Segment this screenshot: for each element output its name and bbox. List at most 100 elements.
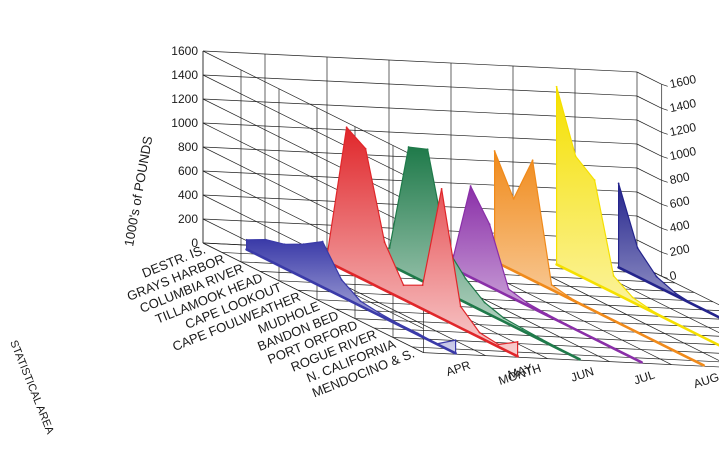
ribbon-baseline-aug bbox=[493, 260, 705, 367]
data-point-sep-4 bbox=[631, 296, 634, 299]
data-point-may-11 bbox=[516, 341, 519, 343]
data-point-apr-5 bbox=[340, 278, 343, 281]
data-point-oct-3 bbox=[674, 292, 677, 295]
data-point-may-3 bbox=[364, 147, 367, 150]
data-point-aug-0 bbox=[493, 150, 496, 152]
y-tick-mark-right bbox=[661, 251, 668, 255]
data-point-apr-2 bbox=[283, 243, 286, 246]
data-point-aug-3 bbox=[550, 284, 553, 286]
y-tick-mark-right bbox=[661, 155, 668, 159]
data-point-may-2 bbox=[345, 126, 348, 129]
data-point-sep-5 bbox=[650, 309, 653, 312]
data-point-jul-5 bbox=[526, 302, 529, 305]
data-point-jul-8 bbox=[583, 333, 586, 335]
data-point-apr-7 bbox=[378, 312, 381, 315]
data-point-sep-2 bbox=[593, 179, 596, 181]
y-tick-right: 0 bbox=[668, 268, 678, 283]
z-axis-title: STATISTICAL AREA bbox=[7, 339, 56, 437]
ribbon-baseline-may bbox=[307, 251, 519, 358]
month-label-jul: JUL bbox=[632, 367, 657, 387]
series-ribbon-sep bbox=[555, 85, 719, 347]
ribbon-baseline-jul bbox=[431, 257, 643, 364]
y-tick-left: 1400 bbox=[171, 68, 198, 82]
month-label-jun: JUN bbox=[569, 364, 596, 385]
left-wall-gridline bbox=[202, 122, 424, 233]
ribbon-baseline-sep bbox=[555, 263, 719, 347]
left-wall-gridline bbox=[202, 50, 424, 161]
series-ribbon-may bbox=[307, 126, 519, 358]
data-point-jun-6 bbox=[483, 301, 486, 304]
right-wall-gridline bbox=[636, 215, 662, 229]
ribbon-area-oct bbox=[617, 182, 719, 318]
right-wall-gridline bbox=[636, 95, 662, 109]
month-label-apr: APR bbox=[444, 358, 472, 379]
data-point-aug-11 bbox=[702, 364, 705, 367]
y-tick-left: 400 bbox=[178, 188, 198, 202]
data-point-sep-6 bbox=[669, 320, 672, 322]
floor-gridline bbox=[202, 242, 424, 353]
ribbon-baseline-jun bbox=[369, 254, 581, 361]
data-point-oct-5 bbox=[712, 313, 715, 316]
data-point-aug-1 bbox=[512, 197, 515, 200]
right-wall-gridline bbox=[636, 119, 662, 133]
data-point-jun-10 bbox=[559, 348, 562, 351]
data-point-jul-3 bbox=[488, 223, 491, 226]
data-point-jul-2 bbox=[469, 185, 472, 187]
data-point-jul-6 bbox=[545, 312, 548, 315]
y-tick-mark-right bbox=[661, 275, 668, 279]
y-tick-mark-right bbox=[661, 107, 668, 111]
data-point-apr-3 bbox=[302, 243, 305, 246]
data-point-oct-2 bbox=[655, 275, 658, 278]
right-wall-gridline bbox=[636, 191, 662, 205]
y-tick-mark-right bbox=[661, 83, 668, 87]
data-point-may-6 bbox=[421, 284, 424, 286]
data-point-aug-2 bbox=[531, 159, 534, 162]
left-wall-gridline bbox=[202, 146, 424, 257]
data-point-jul-10 bbox=[621, 351, 624, 354]
data-point-aug-9 bbox=[664, 345, 667, 348]
y-tick-mark-right bbox=[661, 131, 668, 135]
data-point-aug-10 bbox=[683, 354, 686, 357]
data-point-may-8 bbox=[459, 305, 462, 308]
data-point-may-9 bbox=[478, 331, 481, 334]
data-point-apr-8 bbox=[397, 322, 400, 325]
y-tick-left: 1600 bbox=[171, 44, 198, 58]
data-point-may-7 bbox=[440, 188, 443, 190]
y-tick-right: 200 bbox=[668, 241, 691, 259]
y-tick-left: 1200 bbox=[171, 92, 198, 106]
data-point-aug-4 bbox=[569, 297, 572, 299]
data-point-apr-11 bbox=[454, 339, 457, 342]
ribbon-baseline-oct bbox=[617, 266, 719, 319]
back-wall-gridline bbox=[202, 50, 638, 73]
data-point-jun-1 bbox=[388, 247, 391, 249]
data-point-oct-1 bbox=[636, 247, 639, 249]
data-point-apr-1 bbox=[264, 238, 267, 241]
floor-gridline bbox=[636, 263, 719, 306]
data-point-may-4 bbox=[383, 241, 386, 244]
left-wall-gridline bbox=[202, 98, 424, 209]
data-point-jun-7 bbox=[502, 317, 505, 319]
data-point-aug-5 bbox=[588, 307, 591, 310]
right-wall-gridline bbox=[636, 167, 662, 181]
data-point-sep-1 bbox=[574, 155, 577, 158]
y-tick-left: 800 bbox=[178, 140, 198, 154]
y-tick-right: 1200 bbox=[668, 120, 697, 139]
data-point-jul-7 bbox=[564, 323, 567, 325]
ribbon-layer bbox=[245, 85, 719, 367]
series-ribbon-apr bbox=[245, 238, 457, 355]
data-point-jun-8 bbox=[521, 327, 524, 330]
y-tick-mark-right bbox=[661, 227, 668, 231]
data-point-jun-9 bbox=[540, 338, 543, 341]
data-point-apr-0 bbox=[245, 238, 248, 241]
y-tick-right: 1600 bbox=[668, 72, 697, 91]
y-tick-mark-right bbox=[661, 179, 668, 183]
data-point-apr-4 bbox=[321, 240, 324, 243]
data-point-jun-5 bbox=[464, 277, 467, 280]
ribbon-baseline-apr bbox=[245, 248, 457, 355]
data-point-aug-7 bbox=[626, 326, 629, 329]
y-tick-left: 600 bbox=[178, 164, 198, 178]
data-point-may-10 bbox=[497, 343, 500, 346]
back-wall-gridline bbox=[202, 74, 638, 97]
data-point-sep-8 bbox=[707, 339, 710, 341]
data-point-jul-9 bbox=[602, 342, 605, 345]
